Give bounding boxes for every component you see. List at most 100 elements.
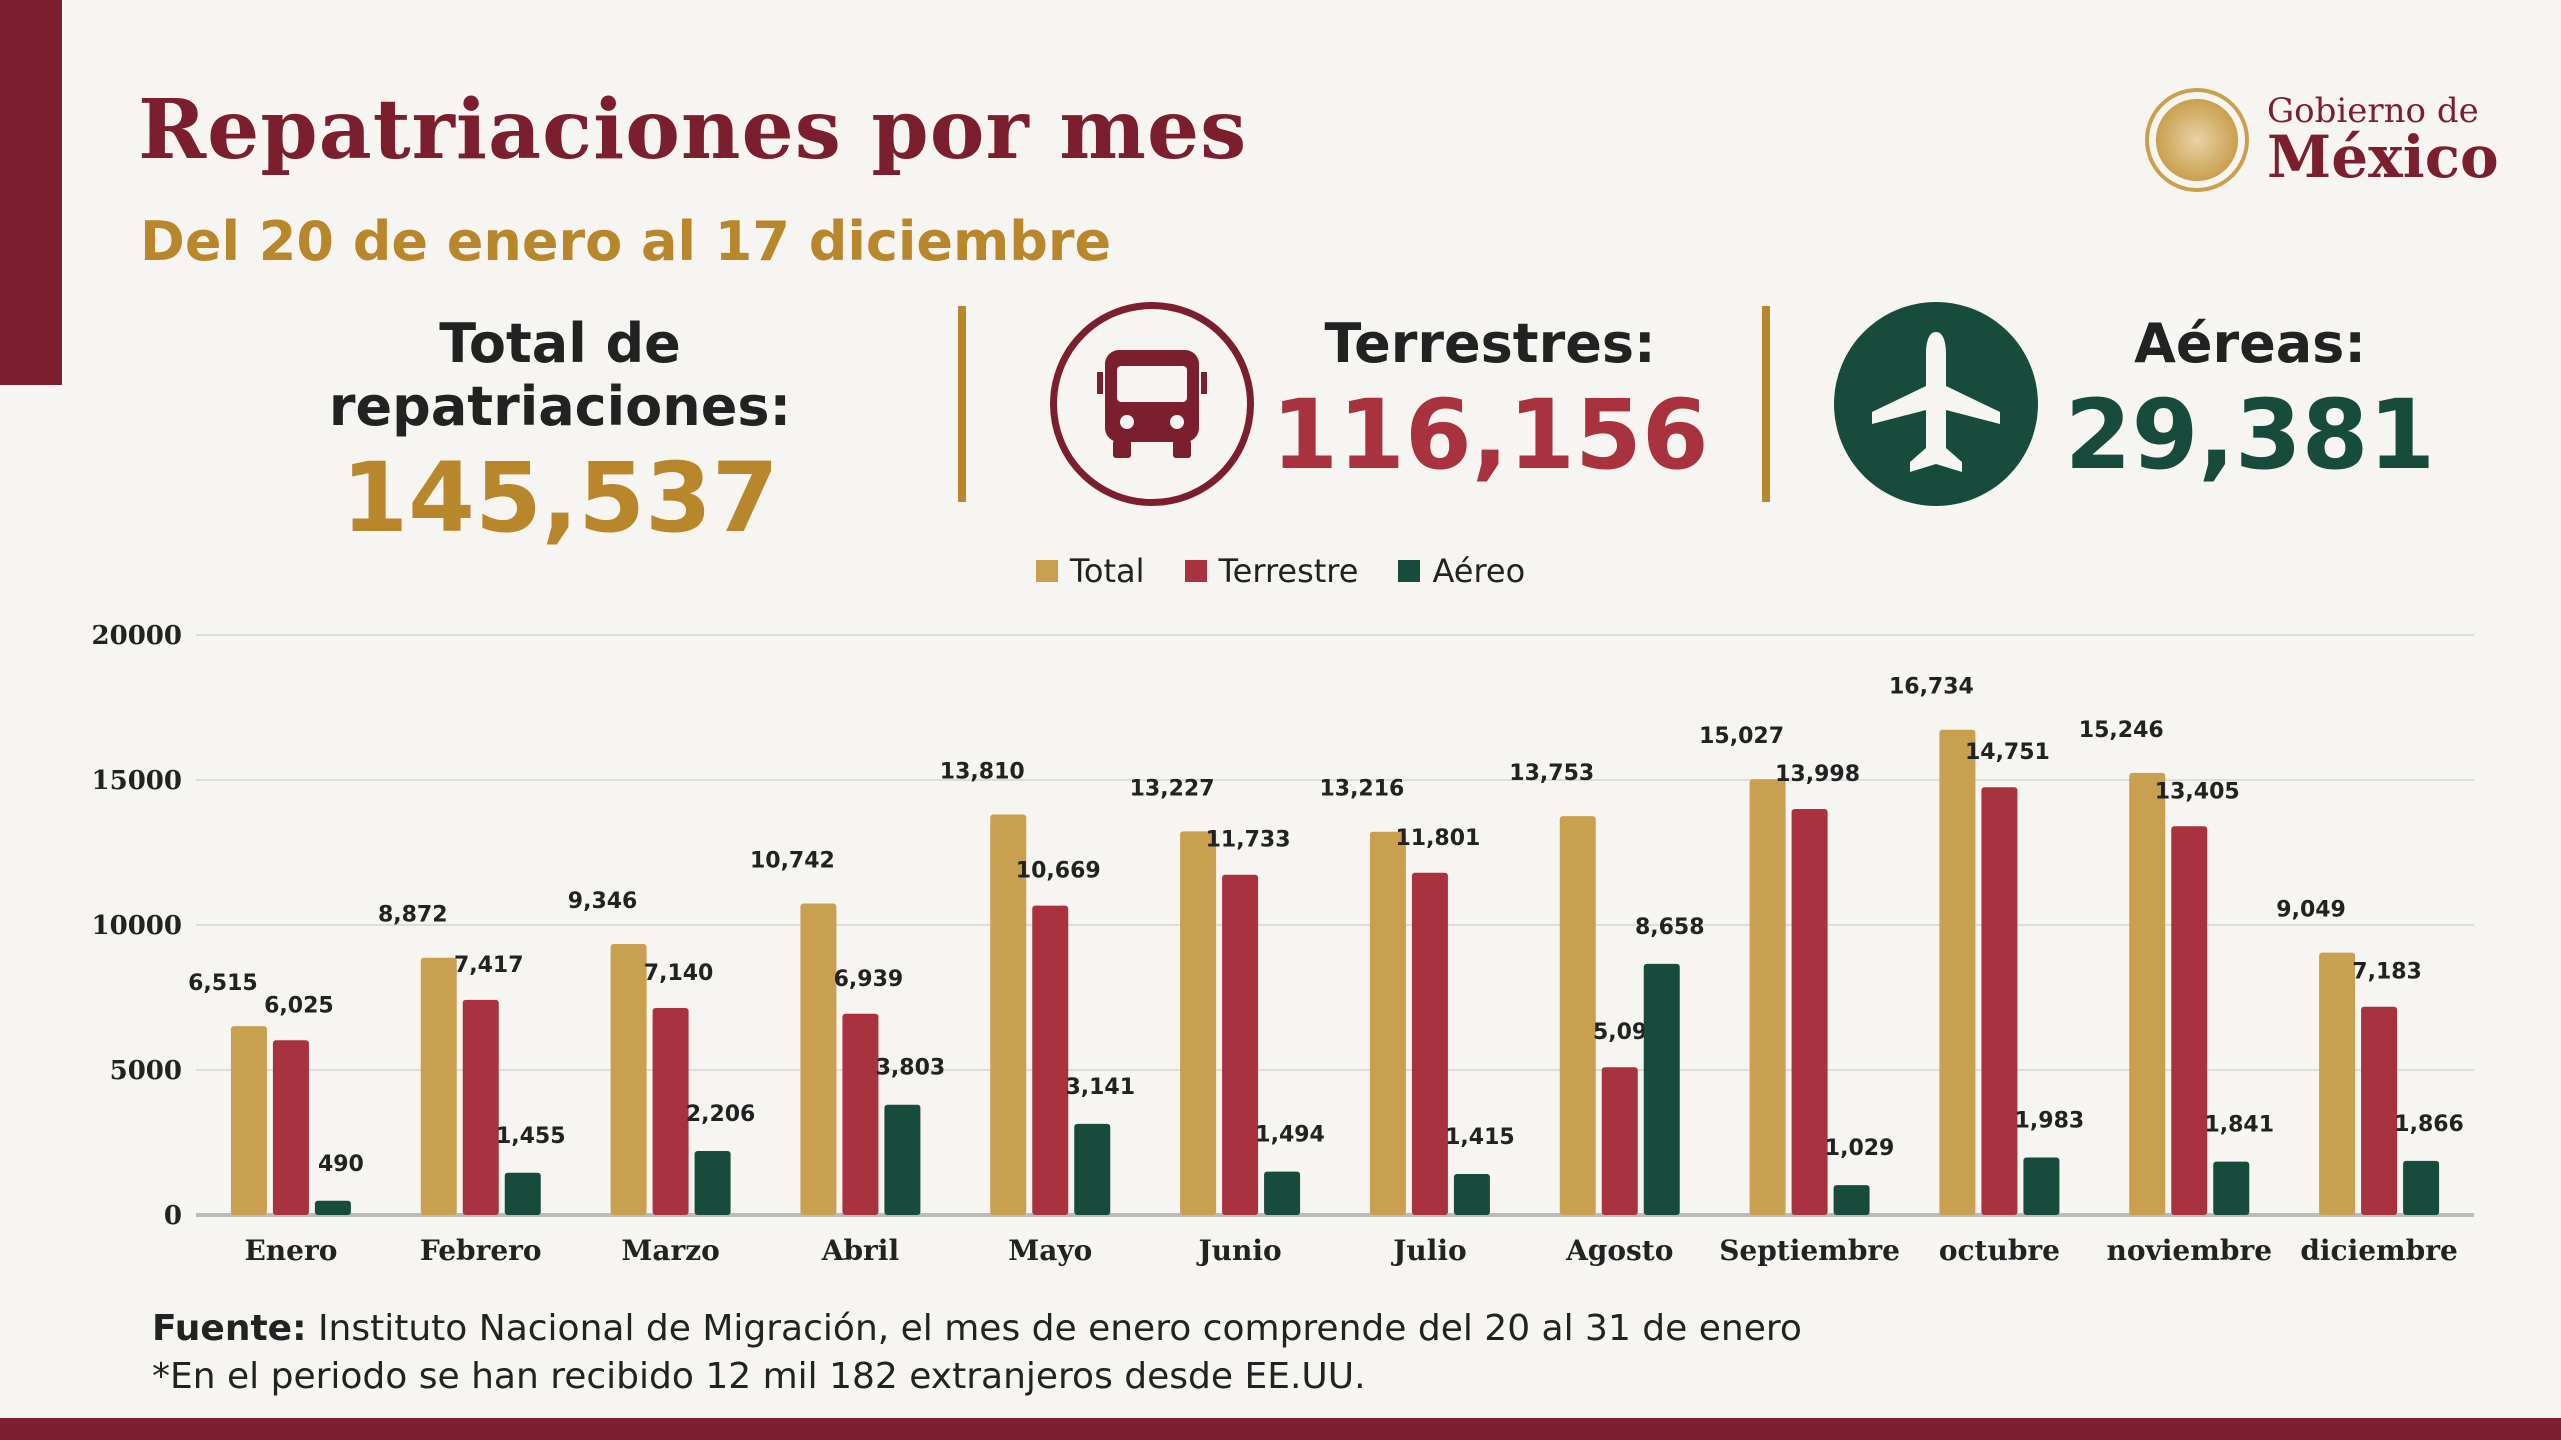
data-label: 10,742 xyxy=(750,848,835,873)
data-label: 6,025 xyxy=(264,993,334,1018)
bar-total xyxy=(1180,831,1217,1215)
y-tick-label: 10000 xyxy=(92,911,182,941)
bar-aéreo xyxy=(2213,1161,2250,1215)
data-label: 14,751 xyxy=(1965,740,2050,765)
data-label: 13,227 xyxy=(1130,776,1215,801)
legend-label: Total xyxy=(1069,552,1145,590)
y-tick-label: 15000 xyxy=(92,766,182,796)
bar-total xyxy=(1939,729,1976,1215)
data-label: 9,346 xyxy=(568,889,638,914)
stat-total-value: 145,537 xyxy=(341,442,779,554)
x-tick-label: octubre xyxy=(1939,1234,2060,1267)
data-label: 10,669 xyxy=(1016,859,1101,884)
bar-total xyxy=(1369,831,1406,1215)
bar-aéreo xyxy=(694,1151,731,1215)
bar-total xyxy=(610,943,647,1215)
data-label: 15,027 xyxy=(1699,724,1784,749)
data-label: 1,983 xyxy=(2015,1108,2085,1133)
data-label: 7,417 xyxy=(454,953,524,978)
stat-aereas-value: 29,381 xyxy=(2064,379,2436,491)
data-label: 13,405 xyxy=(2155,779,2240,804)
x-tick-label: Agosto xyxy=(1565,1234,1673,1267)
bar-terrestre xyxy=(652,1007,689,1215)
legend-swatch xyxy=(1035,560,1058,582)
bar-terrestre xyxy=(2361,1006,2398,1215)
decorative-bottom-bar xyxy=(0,1418,2561,1440)
data-label: 11,801 xyxy=(1395,826,1480,851)
legend-swatch xyxy=(1184,560,1207,582)
data-label: 1,415 xyxy=(1445,1125,1515,1150)
bar-terrestre xyxy=(842,1013,879,1215)
bar-total xyxy=(2319,952,2356,1215)
bar-total xyxy=(420,957,457,1215)
bar-total xyxy=(1559,816,1596,1215)
stat-terrestres-value: 116,156 xyxy=(1271,379,1709,491)
x-tick-label: diciembre xyxy=(2300,1234,2458,1267)
data-label: 8,872 xyxy=(378,903,448,928)
data-label: 3,141 xyxy=(1065,1075,1135,1100)
data-label: 7,140 xyxy=(644,961,714,986)
bar-terrestre xyxy=(1981,787,2018,1215)
page-title: Repatriaciones por mes xyxy=(138,82,1248,178)
bar-terrestre xyxy=(1601,1067,1638,1215)
data-label: 13,216 xyxy=(1319,777,1404,802)
stat-terrestres: Terrestres: 116,156 xyxy=(1260,312,1720,491)
data-label: 7,183 xyxy=(2352,960,2422,985)
data-label: 11,733 xyxy=(1206,828,1291,853)
data-label: 9,049 xyxy=(2276,898,2346,923)
x-tick-label: Enero xyxy=(244,1234,337,1267)
data-label: 13,998 xyxy=(1775,762,1860,787)
data-label: 6,515 xyxy=(188,971,258,996)
seal-icon xyxy=(2145,88,2249,192)
bar-terrestre xyxy=(1222,874,1259,1215)
bar-terrestre xyxy=(1791,809,1828,1215)
x-tick-label: Abril xyxy=(821,1234,899,1267)
data-label: 490 xyxy=(318,1152,364,1177)
legend-swatch xyxy=(1398,560,1421,582)
data-label: 13,753 xyxy=(1509,761,1594,786)
bar-aéreo xyxy=(1264,1171,1301,1215)
data-label: 16,734 xyxy=(1889,675,1974,700)
data-label: 1,494 xyxy=(1255,1123,1325,1148)
bar-aéreo xyxy=(2023,1157,2060,1215)
x-tick-label: Febrero xyxy=(420,1234,542,1267)
bar-terrestre xyxy=(2171,826,2208,1215)
data-label: 1,866 xyxy=(2394,1112,2464,1137)
decorative-left-bar xyxy=(0,0,62,385)
bar-aéreo xyxy=(314,1200,351,1215)
data-label: 8,658 xyxy=(1635,915,1705,940)
x-tick-label: Mayo xyxy=(1008,1234,1092,1267)
x-tick-label: noviembre xyxy=(2106,1234,2272,1267)
bar-terrestre xyxy=(1032,905,1069,1215)
bar-aéreo xyxy=(1833,1185,1870,1215)
footer-source: Fuente: Instituto Nacional de Migración,… xyxy=(152,1308,1802,1349)
bar-terrestre xyxy=(1411,872,1448,1215)
stat-terrestres-label: Terrestres: xyxy=(1324,312,1656,375)
bar-total xyxy=(800,903,837,1215)
y-tick-label: 20000 xyxy=(92,621,182,651)
x-tick-label: Julio xyxy=(1390,1234,1467,1267)
bar-aéreo xyxy=(1453,1173,1490,1215)
logo-line2: México xyxy=(2267,123,2499,191)
bar-aéreo xyxy=(1074,1123,1111,1215)
bar-total xyxy=(230,1026,267,1215)
stat-total-label: Total de repatriaciones: xyxy=(328,312,792,438)
bar-terrestre xyxy=(272,1040,309,1215)
source-label: Fuente: xyxy=(152,1308,307,1349)
legend-label: Terrestre xyxy=(1218,552,1359,590)
data-label: 15,246 xyxy=(2079,718,2164,743)
data-label: 6,939 xyxy=(834,967,904,992)
bar-terrestre xyxy=(462,999,499,1215)
stat-aereas: Aéreas: 29,381 xyxy=(2030,312,2470,491)
stat-total: Total de repatriaciones: 145,537 xyxy=(220,312,900,554)
gobierno-logo: Gobierno de México xyxy=(2145,88,2499,192)
bar-total xyxy=(1749,779,1786,1215)
source-text: Instituto Nacional de Migración, el mes … xyxy=(306,1308,1802,1349)
legend-item-aereo: Aéreo xyxy=(1398,552,1525,590)
logo-line1: Gobierno de xyxy=(2267,91,2479,131)
legend-label: Aéreo xyxy=(1432,552,1526,590)
bar-aéreo xyxy=(504,1172,541,1215)
data-label: 2,206 xyxy=(686,1102,756,1127)
chart-legend: Total Terrestre Aéreo xyxy=(0,552,2561,590)
data-label: 3,803 xyxy=(876,1056,946,1081)
